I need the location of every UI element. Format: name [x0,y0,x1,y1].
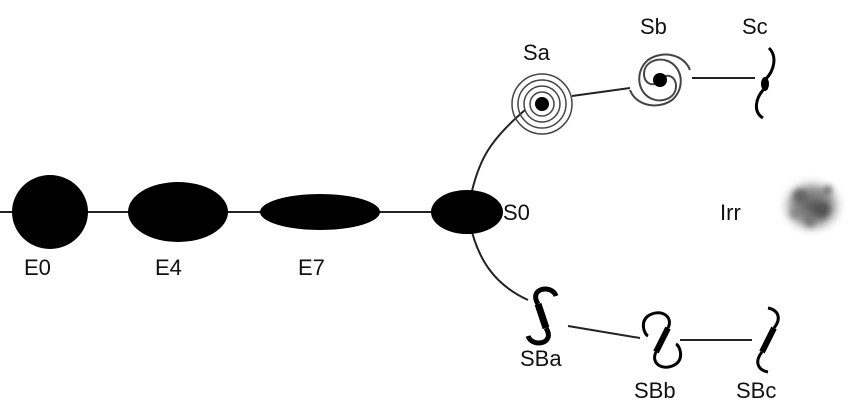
sa-to-sb-line [571,87,631,97]
label-irr: Irr [720,200,741,225]
sbc-galaxy [756,306,780,374]
s0-galaxy [431,190,503,234]
label-e4: E4 [155,255,182,280]
sbb-galaxy [641,311,683,369]
sba-to-sbb-line [567,325,641,339]
sb-galaxy [629,53,691,107]
label-e7: E7 [298,255,325,280]
label-sbb: SBb [634,378,676,403]
label-e0: E0 [24,255,51,280]
label-sb: Sb [640,14,667,39]
e7-galaxy [260,194,380,230]
label-sba: SBa [520,346,562,371]
label-sc: Sc [742,14,768,39]
s0-to-sba-branch [469,223,529,301]
sc-galaxy [755,46,776,120]
label-sa: Sa [523,40,551,65]
label-sbc: SBc [736,378,776,403]
sa-galaxy [511,73,573,135]
e0-galaxy [12,175,88,249]
s0-to-sa-branch [469,109,526,201]
irr-galaxy [778,176,846,236]
e4-galaxy [128,182,228,242]
label-s0: S0 [503,200,530,225]
sba-galaxy [525,286,559,346]
